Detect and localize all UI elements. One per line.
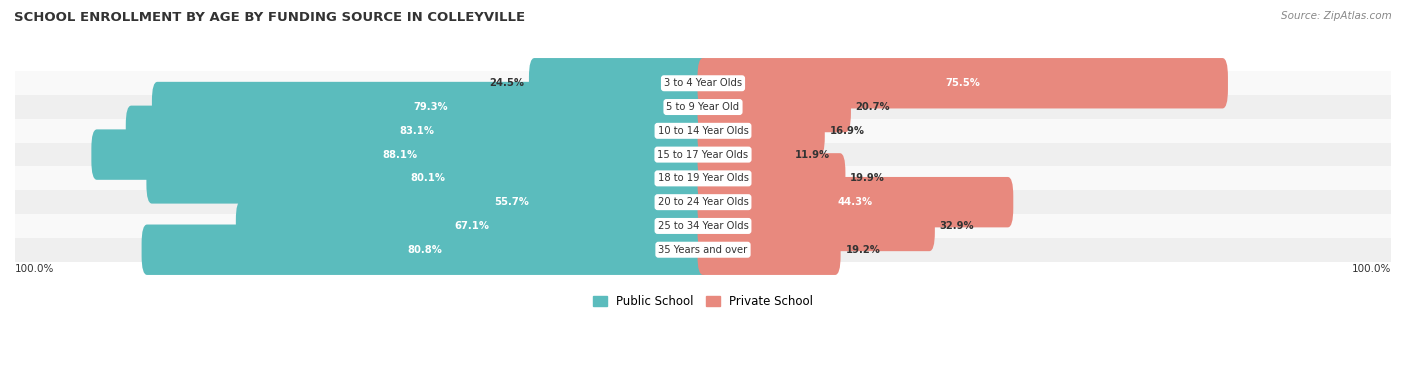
Text: 88.1%: 88.1% — [382, 150, 418, 159]
FancyBboxPatch shape — [697, 225, 841, 275]
FancyBboxPatch shape — [125, 106, 709, 156]
Text: Source: ZipAtlas.com: Source: ZipAtlas.com — [1281, 11, 1392, 21]
FancyBboxPatch shape — [697, 177, 1014, 227]
Text: 19.9%: 19.9% — [851, 173, 886, 183]
FancyBboxPatch shape — [697, 201, 935, 251]
FancyBboxPatch shape — [315, 177, 709, 227]
FancyBboxPatch shape — [697, 82, 851, 132]
Text: 11.9%: 11.9% — [796, 150, 831, 159]
Text: 100.0%: 100.0% — [1351, 265, 1391, 274]
Bar — [15, 95, 1391, 119]
Text: 35 Years and over: 35 Years and over — [658, 245, 748, 255]
FancyBboxPatch shape — [142, 225, 709, 275]
Bar — [15, 190, 1391, 214]
Text: 80.1%: 80.1% — [411, 173, 444, 183]
FancyBboxPatch shape — [146, 153, 709, 204]
Text: 15 to 17 Year Olds: 15 to 17 Year Olds — [658, 150, 748, 159]
FancyBboxPatch shape — [529, 58, 709, 109]
Text: 25 to 34 Year Olds: 25 to 34 Year Olds — [658, 221, 748, 231]
FancyBboxPatch shape — [697, 153, 845, 204]
Text: 44.3%: 44.3% — [838, 197, 873, 207]
Text: 83.1%: 83.1% — [399, 126, 434, 136]
FancyBboxPatch shape — [697, 129, 790, 180]
FancyBboxPatch shape — [91, 129, 709, 180]
FancyBboxPatch shape — [697, 106, 825, 156]
Text: 19.2%: 19.2% — [845, 245, 880, 255]
Text: 10 to 14 Year Olds: 10 to 14 Year Olds — [658, 126, 748, 136]
Text: 16.9%: 16.9% — [830, 126, 865, 136]
Bar — [15, 214, 1391, 238]
Text: 80.8%: 80.8% — [408, 245, 443, 255]
Text: 24.5%: 24.5% — [489, 78, 524, 88]
FancyBboxPatch shape — [152, 82, 709, 132]
Text: 67.1%: 67.1% — [454, 221, 489, 231]
Text: 75.5%: 75.5% — [945, 78, 980, 88]
FancyBboxPatch shape — [697, 58, 1227, 109]
Text: 55.7%: 55.7% — [494, 197, 529, 207]
Bar — [15, 119, 1391, 143]
Legend: Public School, Private School: Public School, Private School — [588, 290, 818, 313]
Text: 5 to 9 Year Old: 5 to 9 Year Old — [666, 102, 740, 112]
Text: 100.0%: 100.0% — [15, 265, 55, 274]
Text: 20 to 24 Year Olds: 20 to 24 Year Olds — [658, 197, 748, 207]
Text: 3 to 4 Year Olds: 3 to 4 Year Olds — [664, 78, 742, 88]
Text: 32.9%: 32.9% — [939, 221, 974, 231]
Bar — [15, 71, 1391, 95]
Text: 79.3%: 79.3% — [413, 102, 447, 112]
Bar — [15, 143, 1391, 167]
Bar — [15, 238, 1391, 262]
FancyBboxPatch shape — [236, 201, 709, 251]
Text: SCHOOL ENROLLMENT BY AGE BY FUNDING SOURCE IN COLLEYVILLE: SCHOOL ENROLLMENT BY AGE BY FUNDING SOUR… — [14, 11, 526, 24]
Bar — [15, 167, 1391, 190]
Text: 20.7%: 20.7% — [856, 102, 890, 112]
Text: 18 to 19 Year Olds: 18 to 19 Year Olds — [658, 173, 748, 183]
